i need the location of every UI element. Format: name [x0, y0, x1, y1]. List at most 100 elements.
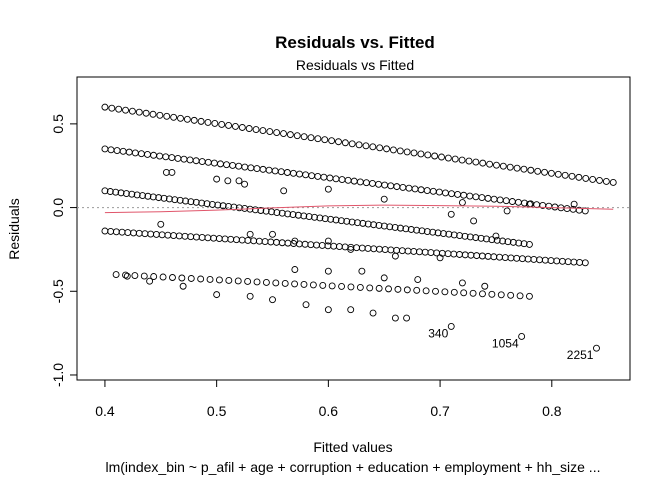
- residual-point: [223, 161, 231, 169]
- residual-point: [553, 257, 561, 265]
- residual-point: [168, 168, 176, 176]
- residual-point: [484, 194, 492, 202]
- residual-point: [460, 289, 468, 297]
- residual-point: [305, 213, 313, 221]
- residual-point: [502, 197, 510, 205]
- residual-point: [386, 223, 394, 231]
- residual-point: [328, 137, 336, 145]
- residual-point: [122, 190, 130, 198]
- residual-point: [465, 157, 473, 165]
- residual-point: [432, 287, 439, 295]
- residual-point: [277, 168, 285, 176]
- residual-point: [187, 233, 195, 241]
- residual-point: [269, 230, 276, 238]
- residual-point: [332, 216, 340, 224]
- residual-point: [158, 231, 166, 239]
- residual-point: [356, 178, 364, 186]
- residual-point: [300, 212, 308, 220]
- residual-point: [286, 131, 294, 139]
- residual-point: [516, 292, 524, 300]
- residual-point: [456, 232, 464, 240]
- y-tick-label: -0.5: [50, 279, 66, 303]
- residual-point: [300, 280, 308, 288]
- residual-point: [380, 195, 388, 203]
- residual-point: [179, 282, 187, 290]
- residual-point: [383, 145, 391, 153]
- residual-point: [403, 314, 411, 322]
- residual-point: [398, 247, 406, 255]
- residual-point: [241, 163, 249, 171]
- residual-point: [271, 167, 279, 175]
- residual-point: [106, 188, 114, 195]
- residual-point: [217, 160, 224, 168]
- residual-point: [130, 229, 137, 237]
- residual-point: [160, 194, 168, 202]
- residual-point: [321, 215, 329, 223]
- residual-point: [215, 276, 223, 284]
- residual-point: [547, 169, 555, 177]
- residual-point: [268, 208, 275, 216]
- residual-point: [278, 239, 286, 247]
- residual-point: [499, 237, 507, 245]
- residual-point: [499, 162, 507, 170]
- residual-point: [435, 188, 443, 196]
- plot-frame: [76, 76, 631, 381]
- residual-point: [436, 254, 444, 262]
- residual-point: [473, 252, 481, 260]
- residual-point: [149, 193, 157, 201]
- residual-point: [513, 254, 521, 262]
- residual-point: [418, 227, 426, 235]
- residual-point: [576, 258, 584, 266]
- residual-point: [192, 233, 200, 241]
- residual-point: [183, 115, 191, 123]
- residual-point: [204, 118, 212, 126]
- residual-point: [253, 278, 261, 286]
- residual-point: [364, 244, 372, 252]
- residual-point: [393, 246, 401, 254]
- residual-point: [472, 158, 480, 166]
- residual-point: [477, 234, 485, 242]
- residual-point: [257, 207, 265, 214]
- residual-point: [434, 229, 442, 237]
- residual-point: [225, 277, 233, 284]
- residual-point: [289, 211, 297, 219]
- y-tick-label: 0.0: [50, 198, 66, 218]
- residual-point: [479, 290, 486, 298]
- outlier-label: 1054: [492, 336, 519, 350]
- residual-point: [327, 215, 335, 223]
- residual-point: [391, 252, 399, 260]
- residual-point: [364, 220, 372, 228]
- residual-point: [413, 286, 421, 294]
- residual-point: [187, 198, 195, 206]
- residual-point: [596, 176, 603, 184]
- residual-point: [387, 246, 395, 254]
- residual-point: [182, 197, 189, 205]
- residual-point: [230, 203, 238, 211]
- residual-point: [307, 241, 315, 249]
- residual-point: [575, 173, 583, 181]
- residual-point: [330, 242, 338, 250]
- residual-point: [272, 279, 280, 287]
- residual-point: [169, 274, 176, 281]
- residual-point: [486, 160, 494, 168]
- residual-point: [302, 301, 310, 309]
- residual-point: [541, 168, 548, 176]
- residual-point: [250, 237, 258, 245]
- residual-point: [213, 175, 221, 183]
- residual-point: [488, 290, 496, 298]
- residual-point: [467, 251, 475, 259]
- residual-point: [394, 285, 402, 293]
- residual-point: [219, 202, 227, 210]
- residual-point: [450, 231, 458, 239]
- residual-point: [589, 175, 597, 183]
- x-tick-label: 0.6: [319, 403, 339, 419]
- residual-point: [122, 106, 129, 114]
- residual-point: [341, 243, 349, 251]
- residual-point: [440, 230, 447, 238]
- residual-point: [238, 236, 246, 244]
- residual-point: [410, 248, 418, 255]
- residual-point: [416, 248, 423, 256]
- residual-point: [170, 113, 178, 121]
- residual-point: [442, 189, 449, 197]
- residual-point: [399, 183, 407, 191]
